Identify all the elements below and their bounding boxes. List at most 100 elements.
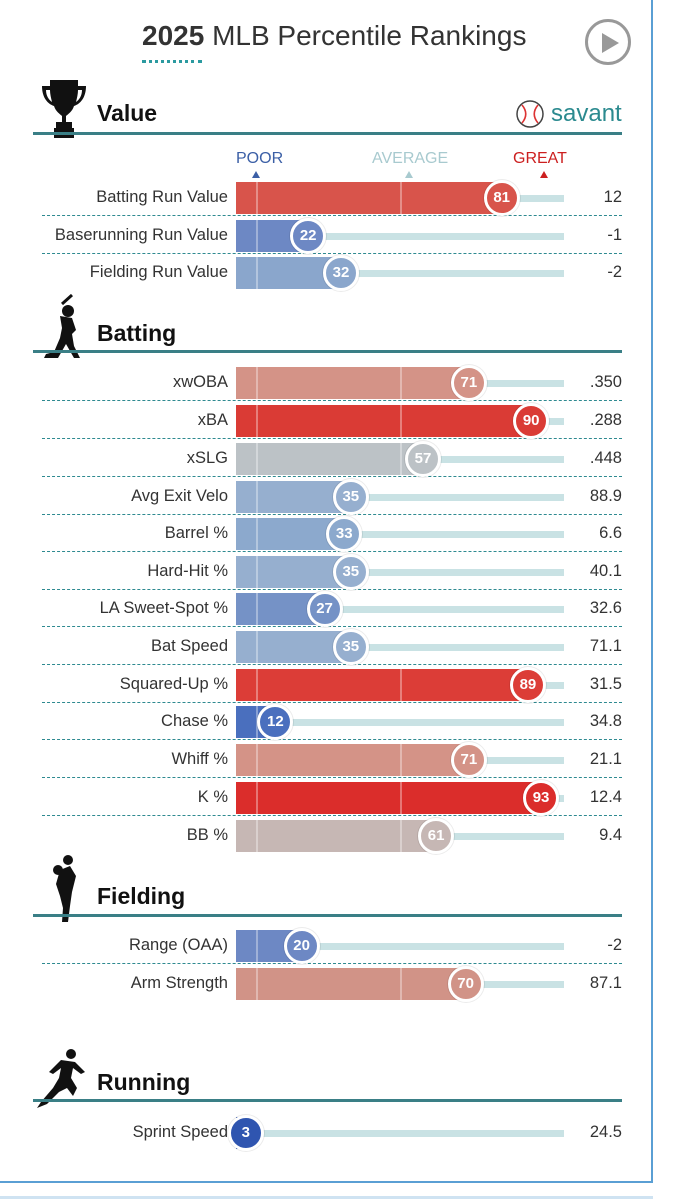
percentile-bar-k[interactable] bbox=[236, 782, 542, 814]
fielder-icon bbox=[53, 855, 76, 922]
percentile-bar-bat-speed[interactable] bbox=[236, 631, 351, 663]
percentile-track bbox=[236, 494, 564, 501]
percentile-bar-avg-exit-velo[interactable] bbox=[236, 481, 351, 513]
metric-value: -2 bbox=[607, 936, 622, 954]
play-button[interactable] bbox=[585, 19, 631, 65]
play-icon bbox=[602, 33, 619, 53]
percentile-bubble[interactable]: 27 bbox=[306, 591, 343, 627]
metric-value: 12.4 bbox=[589, 788, 622, 806]
metric-value: 31.5 bbox=[589, 675, 622, 693]
percentile-bubble[interactable]: 70 bbox=[447, 966, 484, 1002]
percentile-bar-squared-up[interactable] bbox=[236, 669, 528, 701]
percentile-bubble[interactable]: 71 bbox=[450, 365, 487, 401]
percentile-bubble[interactable]: 93 bbox=[523, 780, 560, 816]
panel-bottom-border bbox=[0, 1181, 653, 1183]
percentile-bubble[interactable]: 22 bbox=[290, 218, 327, 254]
percentile-bubble[interactable]: 33 bbox=[326, 516, 363, 552]
section-rule-value bbox=[33, 132, 622, 135]
percentile-track bbox=[236, 531, 564, 538]
row-divider bbox=[42, 739, 622, 740]
percentile-bubble[interactable]: 61 bbox=[418, 818, 455, 854]
percentile-bubble[interactable]: 3 bbox=[227, 1115, 264, 1151]
percentile-bar-whiff[interactable] bbox=[236, 744, 469, 776]
metric-value: -2 bbox=[607, 263, 622, 281]
percentile-bubble[interactable]: 20 bbox=[283, 928, 320, 964]
metric-label: K % bbox=[197, 788, 228, 806]
metric-value: 88.9 bbox=[589, 487, 622, 505]
percentile-gridline bbox=[255, 706, 258, 738]
percentile-gridline bbox=[400, 405, 402, 437]
metric-label: Fielding Run Value bbox=[89, 263, 228, 281]
metric-value: 24.5 bbox=[589, 1123, 622, 1141]
row-divider bbox=[42, 815, 622, 816]
percentile-bar-xslg[interactable] bbox=[236, 443, 423, 475]
title-year: 2025 bbox=[142, 20, 205, 51]
scale-average-marker bbox=[405, 171, 413, 178]
percentile-track bbox=[236, 606, 564, 613]
percentile-gridline bbox=[255, 744, 258, 776]
percentile-bubble[interactable]: 71 bbox=[450, 742, 487, 778]
row-divider bbox=[42, 963, 622, 964]
percentile-gridline bbox=[255, 631, 258, 663]
metric-label: Sprint Speed bbox=[132, 1123, 228, 1141]
scale-great-marker bbox=[540, 171, 548, 178]
row-divider bbox=[42, 589, 622, 590]
metric-value: 12 bbox=[603, 188, 622, 206]
metric-label: BB % bbox=[186, 826, 228, 844]
next-panel-border bbox=[0, 1196, 653, 1199]
percentile-bar-arm-strength[interactable] bbox=[236, 968, 466, 1000]
row-divider bbox=[42, 215, 622, 216]
row-divider bbox=[42, 514, 622, 515]
percentile-bubble[interactable]: 81 bbox=[483, 180, 520, 216]
percentile-gridline bbox=[255, 669, 258, 701]
percentile-bubble[interactable]: 32 bbox=[322, 255, 359, 291]
percentile-gridline bbox=[400, 820, 402, 852]
section-title-batting: Batting bbox=[97, 320, 177, 346]
percentile-gridline bbox=[400, 744, 402, 776]
percentile-track bbox=[236, 1130, 564, 1137]
scale-poor-marker bbox=[252, 171, 260, 178]
section-rule-batting bbox=[33, 350, 622, 353]
percentile-track bbox=[236, 233, 564, 240]
percentile-gridline bbox=[255, 782, 258, 814]
metric-label: Whiff % bbox=[171, 750, 228, 768]
percentile-bubble[interactable]: 35 bbox=[332, 479, 369, 515]
metric-value: 71.1 bbox=[589, 637, 622, 655]
percentile-bar-xba[interactable] bbox=[236, 405, 532, 437]
batter-icon bbox=[44, 294, 80, 358]
percentile-track bbox=[236, 569, 564, 576]
scale-average-label: AVERAGE bbox=[372, 150, 449, 167]
percentile-track bbox=[236, 644, 564, 651]
metric-label: Batting Run Value bbox=[96, 188, 228, 206]
metric-label: Squared-Up % bbox=[119, 675, 228, 693]
percentile-bubble[interactable]: 35 bbox=[332, 629, 369, 665]
percentile-gridline bbox=[400, 443, 402, 475]
percentile-bubble[interactable]: 90 bbox=[513, 403, 550, 439]
percentile-bar-xwoba[interactable] bbox=[236, 367, 469, 399]
percentile-bubble[interactable]: 12 bbox=[257, 704, 294, 740]
percentile-gridline bbox=[255, 593, 258, 625]
section-title-value: Value bbox=[97, 100, 158, 126]
percentile-track bbox=[236, 719, 564, 726]
percentile-bar-bb[interactable] bbox=[236, 820, 437, 852]
percentile-gridline bbox=[255, 820, 258, 852]
percentile-bubble[interactable]: 57 bbox=[404, 441, 441, 477]
metric-value: 6.6 bbox=[599, 524, 622, 542]
row-divider bbox=[42, 702, 622, 703]
metric-label: xwOBA bbox=[172, 373, 228, 391]
percentile-bar-barrel[interactable] bbox=[236, 518, 345, 550]
trophy-icon bbox=[42, 80, 86, 138]
percentile-bar-batting-run-value[interactable] bbox=[236, 182, 502, 214]
percentile-bubble[interactable]: 89 bbox=[509, 667, 546, 703]
percentile-bar-hard-hit[interactable] bbox=[236, 556, 351, 588]
savant-logo-link[interactable]: savant bbox=[515, 99, 622, 129]
row-divider bbox=[42, 626, 622, 627]
row-divider bbox=[42, 551, 622, 552]
percentile-bubble[interactable]: 35 bbox=[332, 554, 369, 590]
percentile-gridline bbox=[400, 182, 402, 214]
metric-label: LA Sweet-Spot % bbox=[99, 599, 228, 617]
row-divider bbox=[42, 476, 622, 477]
row-divider bbox=[42, 438, 622, 439]
percentile-gridline bbox=[255, 182, 258, 214]
metric-value: -1 bbox=[607, 226, 622, 244]
